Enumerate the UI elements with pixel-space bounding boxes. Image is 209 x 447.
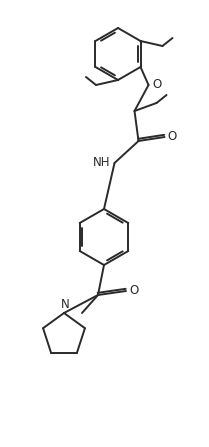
Text: O: O [129,284,138,298]
Text: O: O [168,131,177,143]
Text: O: O [153,79,162,92]
Text: NH: NH [93,156,111,169]
Text: N: N [61,298,69,311]
